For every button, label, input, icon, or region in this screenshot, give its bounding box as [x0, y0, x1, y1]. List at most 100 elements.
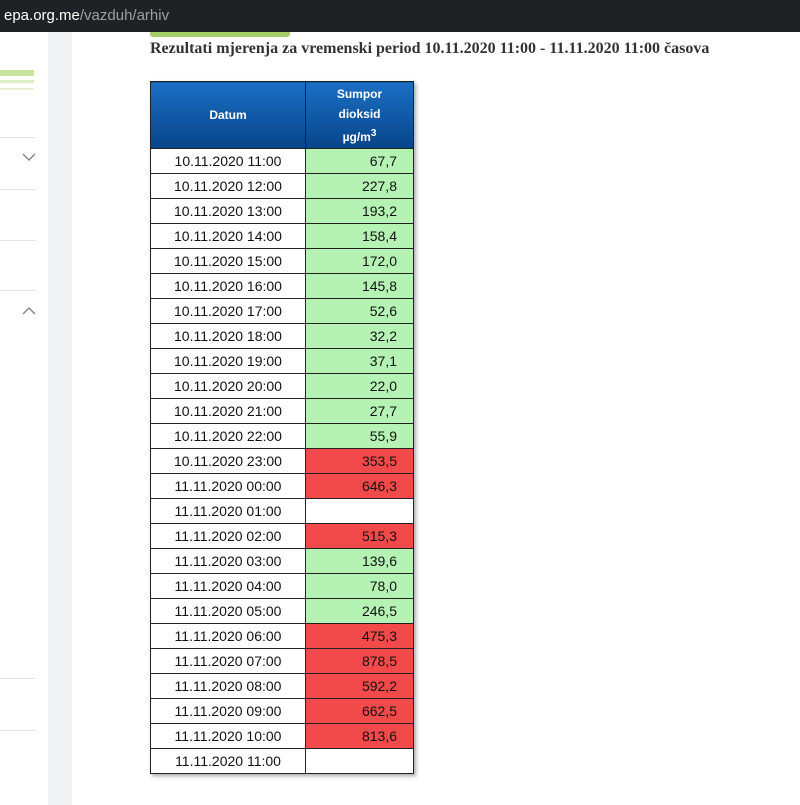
- browser-bar: epa.org.me/vazduh/arhiv: [0, 0, 800, 32]
- table-row: 11.11.2020 05:00 246,5: [150, 598, 414, 624]
- sidebar-bar: [0, 70, 34, 76]
- datum-cell: 11.11.2020 04:00: [150, 573, 306, 599]
- value-cell: 193,2: [305, 198, 414, 224]
- table-row: 11.11.2020 06:00 475,3: [150, 623, 414, 649]
- value-cell: 22,0: [305, 373, 414, 399]
- chevron-down[interactable]: [22, 152, 36, 162]
- value-cell: 878,5: [305, 648, 414, 674]
- sidebar-bar: [0, 88, 34, 90]
- table-row: 10.11.2020 17:00 52,6: [150, 298, 414, 324]
- datum-cell: 10.11.2020 12:00: [150, 173, 306, 199]
- value-cell: 27,7: [305, 398, 414, 424]
- value-cell: 353,5: [305, 448, 414, 474]
- table-row: 11.11.2020 07:00 878,5: [150, 648, 414, 674]
- table-row: 11.11.2020 02:00 515,3: [150, 523, 414, 549]
- datum-cell: 11.11.2020 06:00: [150, 623, 306, 649]
- header-line: Sumpor: [336, 86, 383, 101]
- datum-cell: 10.11.2020 11:00: [150, 148, 306, 174]
- datum-cell: 11.11.2020 01:00: [150, 498, 306, 524]
- divider: [0, 290, 36, 291]
- datum-cell: 10.11.2020 16:00: [150, 273, 306, 299]
- table-row: 10.11.2020 15:00 172,0: [150, 248, 414, 274]
- sidebar: [0, 32, 48, 805]
- header-line: dioksid: [338, 106, 381, 121]
- datum-cell: 11.11.2020 09:00: [150, 698, 306, 724]
- value-cell: 32,2: [305, 323, 414, 349]
- value-cell: 515,3: [305, 523, 414, 549]
- measurements-table: Datum Sumpor dioksid µg/m3 10.11.2020 11:0…: [150, 81, 414, 774]
- table-row: 10.11.2020 11:00 67,7: [150, 148, 414, 174]
- table-row: 11.11.2020 09:00 662,5: [150, 698, 414, 724]
- datum-cell: 11.11.2020 07:00: [150, 648, 306, 674]
- value-cell: [305, 748, 414, 774]
- table-row: 10.11.2020 14:00 158,4: [150, 223, 414, 249]
- value-cell: 37,1: [305, 348, 414, 374]
- table-row: 10.11.2020 12:00 227,8: [150, 173, 414, 199]
- table-row: 11.11.2020 10:00 813,6: [150, 723, 414, 749]
- datum-cell: 10.11.2020 17:00: [150, 298, 306, 324]
- datum-cell: 10.11.2020 18:00: [150, 323, 306, 349]
- value-cell: 592,2: [305, 673, 414, 699]
- table-row: 10.11.2020 13:00 193,2: [150, 198, 414, 224]
- url-path[interactable]: /vazduh/arhiv: [79, 7, 170, 24]
- header-pollutant: Sumpor dioksid µg/m3: [305, 81, 414, 149]
- divider: [0, 240, 36, 241]
- value-cell: 55,9: [305, 423, 414, 449]
- value-cell: 52,6: [305, 298, 414, 324]
- sidebar-strip: [48, 32, 72, 805]
- table-row: 11.11.2020 04:00 78,0: [150, 573, 414, 599]
- datum-cell: 10.11.2020 21:00: [150, 398, 306, 424]
- table-row: 10.11.2020 21:00 27,7: [150, 398, 414, 424]
- table-row: 10.11.2020 19:00 37,1: [150, 348, 414, 374]
- datum-cell: 10.11.2020 20:00: [150, 373, 306, 399]
- value-cell: 227,8: [305, 173, 414, 199]
- value-cell: 662,5: [305, 698, 414, 724]
- value-cell: 475,3: [305, 623, 414, 649]
- datum-cell: 10.11.2020 13:00: [150, 198, 306, 224]
- datum-cell: 10.11.2020 23:00: [150, 448, 306, 474]
- value-cell: 78,0: [305, 573, 414, 599]
- sidebar-bar: [0, 80, 34, 83]
- value-cell: 139,6: [305, 548, 414, 574]
- datum-cell: 11.11.2020 03:00: [150, 548, 306, 574]
- datum-cell: 10.11.2020 15:00: [150, 248, 306, 274]
- table-row: 10.11.2020 22:00 55,9: [150, 423, 414, 449]
- tab-bar: [150, 32, 290, 37]
- datum-cell: 10.11.2020 22:00: [150, 423, 306, 449]
- value-cell: 145,8: [305, 273, 414, 299]
- divider: [0, 678, 36, 679]
- datum-cell: 11.11.2020 08:00: [150, 673, 306, 699]
- header-unit-sup: 3: [370, 127, 377, 139]
- datum-cell: 10.11.2020 19:00: [150, 348, 306, 374]
- table-row: 10.11.2020 23:00 353,5: [150, 448, 414, 474]
- datum-cell: 11.11.2020 05:00: [150, 598, 306, 624]
- datum-cell: 11.11.2020 11:00: [150, 748, 306, 774]
- page-title: Rezultati mjerenja za vremenski period 1…: [150, 40, 710, 57]
- table-row: 11.11.2020 00:00 646,3: [150, 473, 414, 499]
- value-cell: 646,3: [305, 473, 414, 499]
- datum-cell: 11.11.2020 02:00: [150, 523, 306, 549]
- url-host[interactable]: epa.org.me: [4, 7, 80, 24]
- divider: [0, 137, 36, 138]
- datum-cell: 11.11.2020 00:00: [150, 473, 306, 499]
- value-cell: 158,4: [305, 223, 414, 249]
- table-row: 10.11.2020 18:00 32,2: [150, 323, 414, 349]
- divider: [0, 730, 36, 731]
- value-cell: 67,7: [305, 148, 414, 174]
- table-row: 11.11.2020 03:00 139,6: [150, 548, 414, 574]
- value-cell: 813,6: [305, 723, 414, 749]
- datum-cell: 10.11.2020 14:00: [150, 223, 306, 249]
- value-cell: [305, 498, 414, 524]
- header-datum: Datum: [150, 81, 306, 149]
- datum-cell: 11.11.2020 10:00: [150, 723, 306, 749]
- divider: [0, 189, 36, 190]
- value-cell: 246,5: [305, 598, 414, 624]
- chevron-up[interactable]: [22, 306, 36, 316]
- table-row: 11.11.2020 08:00 592,2: [150, 673, 414, 699]
- table-row: 11.11.2020 01:00: [150, 498, 414, 524]
- value-cell: 172,0: [305, 248, 414, 274]
- table-row: 11.11.2020 11:00: [150, 748, 414, 774]
- table-row: 10.11.2020 20:00 22,0: [150, 373, 414, 399]
- table-row: 10.11.2020 16:00 145,8: [150, 273, 414, 299]
